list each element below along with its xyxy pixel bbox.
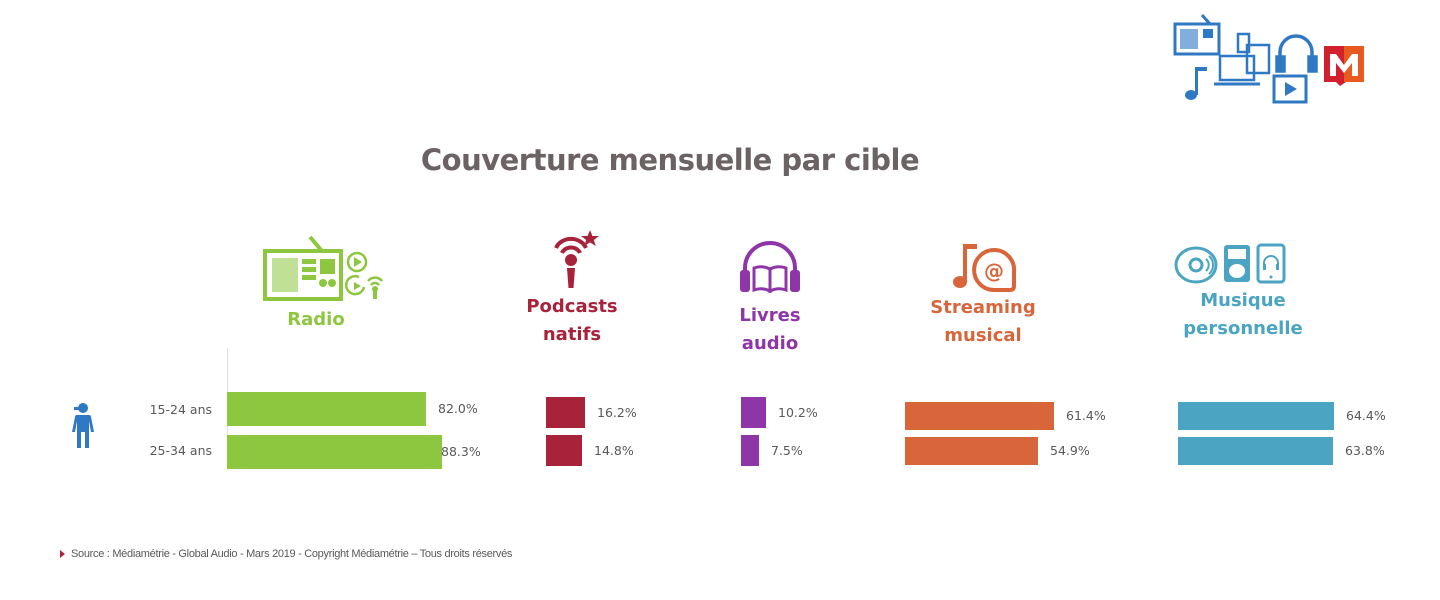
svg-text:@: @ — [984, 259, 1004, 283]
radio-icon — [262, 235, 388, 308]
bar-podcasts-15-24 — [546, 397, 585, 428]
bar-radio-25-34 — [227, 435, 442, 469]
music-note-icon — [1185, 67, 1207, 100]
value-label-streaming-15-24: 61.4% — [1066, 408, 1106, 423]
value-label-radio-15-24: 82.0% — [438, 401, 478, 416]
value-label-streaming-25-34: 54.9% — [1050, 443, 1090, 458]
mp3-player-icon — [1224, 245, 1250, 282]
header-illustration — [1170, 12, 1370, 108]
headphones-icon — [1275, 34, 1318, 73]
bullet-triangle-icon — [60, 550, 65, 559]
category-label-line: Radio — [287, 309, 345, 330]
value-label-livres-15-24: 10.2% — [778, 404, 818, 420]
bar-musique-15-24 — [1178, 402, 1334, 430]
category-label-line: Streaming — [930, 297, 1036, 318]
video-play-icon — [1272, 74, 1308, 104]
category-label-line: natifs — [542, 324, 602, 345]
bar-musique-25-34 — [1178, 437, 1333, 465]
bar-streaming-25-34 — [905, 437, 1038, 465]
chart-title: Couverture mensuelle par cible — [420, 143, 920, 177]
value-label-musique-15-24: 64.4% — [1346, 408, 1386, 423]
source-text: Source : Médiamétrie - Global Audio - Ma… — [71, 548, 513, 560]
radio-icon — [1173, 14, 1221, 56]
category-label-line: musical — [944, 325, 1022, 346]
devices-icon — [1214, 32, 1271, 86]
personal-music-icon — [1174, 242, 1296, 289]
category-label-streaming: Streaming musical — [913, 294, 1053, 350]
mediametrie-logo — [1324, 46, 1364, 86]
category-label-line: audio — [741, 333, 799, 354]
category-label-line: personnelle — [1183, 318, 1303, 339]
bar-streaming-15-24 — [905, 402, 1054, 430]
phone-icon — [1256, 243, 1286, 284]
value-label-podcasts-25-34: 14.8% — [594, 442, 634, 458]
category-tick-25-34: 25-34 ans — [149, 443, 212, 458]
person-icon — [70, 402, 96, 455]
category-label-podcasts: Podcasts natifs — [512, 293, 632, 349]
category-label-line: Musique — [1200, 290, 1286, 311]
source-footnote: Source : Médiamétrie - Global Audio - Ma… — [60, 548, 512, 560]
value-label-radio-25-34: 88.3% — [441, 444, 481, 459]
bar-podcasts-25-34 — [546, 435, 582, 466]
bar-livres-15-24 — [741, 397, 766, 428]
category-label-livres: Livres audio — [710, 302, 830, 358]
category-label-line: Podcasts — [526, 296, 618, 317]
bar-radio-15-24 — [227, 392, 426, 426]
value-label-podcasts-15-24: 16.2% — [597, 404, 637, 420]
cd-icon — [1174, 246, 1218, 284]
podcast-microphone-icon — [552, 228, 602, 295]
category-label-musique: Musique personnelle — [1168, 287, 1318, 343]
value-label-livres-25-34: 7.5% — [771, 442, 803, 458]
value-label-musique-25-34: 63.8% — [1345, 443, 1385, 458]
category-label-line: Livres — [739, 305, 801, 326]
audiobook-headphones-icon — [737, 238, 803, 301]
category-tick-15-24: 15-24 ans — [149, 402, 212, 417]
category-label-radio: Radio — [256, 306, 376, 334]
bar-livres-25-34 — [741, 435, 759, 466]
music-streaming-icon: @ — [952, 240, 1018, 297]
